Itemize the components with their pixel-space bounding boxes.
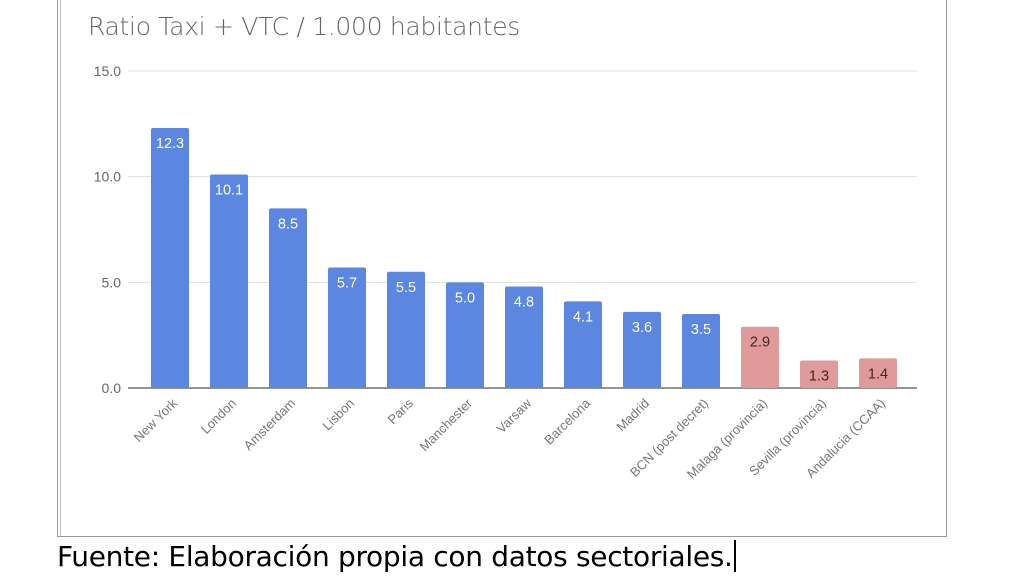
data-label: 5.0 <box>455 290 475 306</box>
bar <box>682 314 720 388</box>
x-tick-label: Madrid <box>613 396 652 435</box>
bar <box>269 208 307 388</box>
text-cursor <box>733 540 736 572</box>
data-label: 3.5 <box>691 322 711 338</box>
data-label: 5.7 <box>337 276 357 292</box>
bar <box>446 282 484 388</box>
bar <box>328 267 366 388</box>
x-tick-label: Lisbon <box>319 396 357 434</box>
data-label: 12.3 <box>156 136 184 152</box>
chart-frame <box>57 0 947 537</box>
data-label: 1.3 <box>809 369 829 385</box>
data-label: 3.6 <box>632 320 652 336</box>
data-label: 1.4 <box>868 366 888 382</box>
bar <box>800 360 838 388</box>
data-label: 4.8 <box>514 295 534 311</box>
data-label: 8.5 <box>278 216 298 232</box>
x-tick-label: London <box>198 396 239 437</box>
bar <box>151 128 189 388</box>
x-tick-label: Barcelona <box>541 395 594 448</box>
data-label: 5.5 <box>396 280 416 296</box>
bar <box>210 174 248 388</box>
x-tick-label: Amsterdam <box>241 396 299 454</box>
bar <box>505 286 543 388</box>
bar <box>859 358 897 388</box>
caption: Fuente: Elaboración propia con datos sec… <box>57 540 736 573</box>
data-label: 10.1 <box>215 183 243 199</box>
chart-title: Ratio Taxi + VTC / 1.000 habitantes <box>88 12 521 41</box>
y-tick-label: 0.0 <box>102 380 122 396</box>
bar <box>564 301 602 388</box>
caption-text: Fuente: Elaboración propia con datos sec… <box>57 540 733 573</box>
bar <box>623 311 661 388</box>
x-tick-label: Manchester <box>416 395 475 454</box>
x-tick-label: Paris <box>385 395 417 427</box>
bar <box>741 326 779 388</box>
data-label: 4.1 <box>573 309 593 325</box>
bar <box>387 271 425 388</box>
y-tick-label: 5.0 <box>102 274 122 290</box>
x-tick-label: Varsaw <box>494 395 535 436</box>
data-label: 2.9 <box>750 335 770 351</box>
y-tick-label: 15.0 <box>94 63 121 79</box>
x-tick-label: New York <box>131 395 181 445</box>
y-tick-label: 10.0 <box>94 169 121 185</box>
